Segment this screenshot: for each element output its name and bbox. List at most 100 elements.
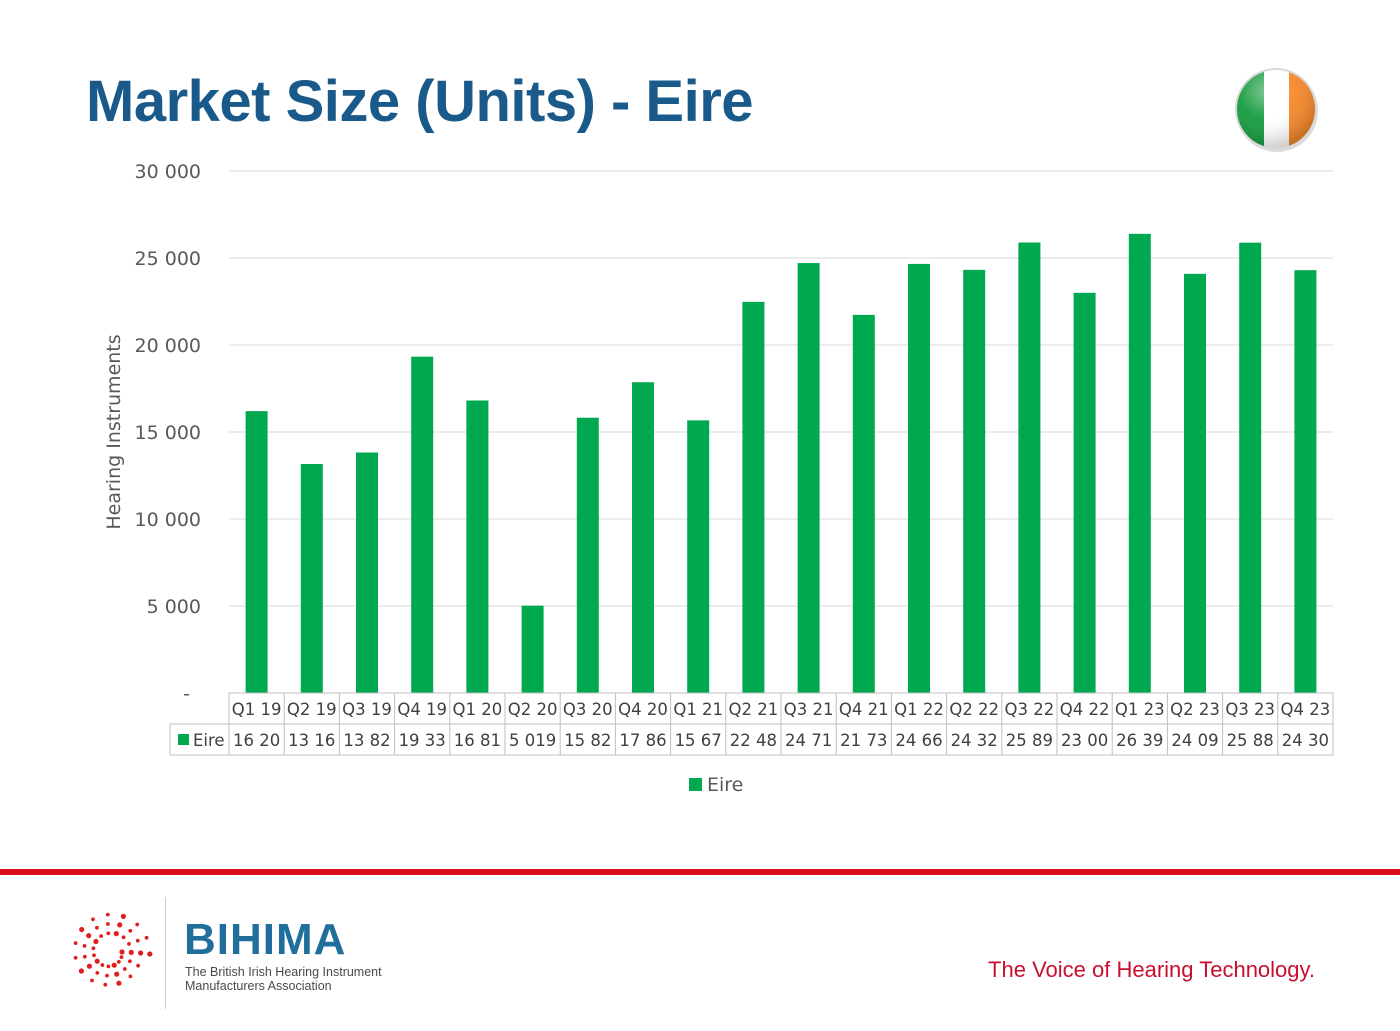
table-cell: 24 32	[951, 731, 998, 750]
tagline: The Voice of Hearing Technology.	[988, 957, 1315, 982]
bar	[632, 382, 654, 693]
x-tick-label: Q1 22	[894, 700, 944, 719]
legend-swatch-eire	[689, 778, 702, 791]
brand-name: BIHIMA	[184, 915, 347, 964]
x-tick-label: Q1 23	[1115, 700, 1165, 719]
y-tick-label: -	[183, 683, 190, 705]
bar	[852, 314, 875, 693]
logo-dot	[116, 960, 121, 964]
logo-dot	[111, 962, 117, 968]
logo-dot	[135, 922, 140, 927]
bar	[576, 417, 599, 693]
bar	[1294, 270, 1317, 693]
y-tick-label: 5 000	[147, 596, 201, 618]
x-tick-label: Q2 21	[729, 700, 779, 719]
table-legend-swatch	[178, 734, 189, 745]
x-tick-label: Q2 23	[1170, 700, 1220, 719]
table-cell: 15 82	[564, 731, 611, 750]
logo-dot	[106, 922, 110, 926]
bar	[1239, 242, 1262, 694]
bars	[245, 233, 1317, 694]
logo-dot	[114, 971, 120, 977]
table-cell: 16 81	[454, 731, 501, 750]
logo-dot	[105, 973, 109, 978]
table-cell: 15 67	[675, 731, 722, 750]
table-cell: 16 20	[233, 731, 280, 750]
logo-dot	[105, 912, 110, 917]
x-tick-label: Q2 19	[287, 700, 337, 719]
bar	[908, 263, 930, 693]
logo-dot	[117, 922, 123, 928]
slide-title: Market Size (Units) - Eire	[86, 69, 754, 134]
bar	[797, 263, 820, 693]
footer-divider	[0, 869, 1400, 875]
bar-chart: - 5 000 10 000 15 000 20 000 25 000 30 000 Hea…	[103, 161, 1334, 796]
logo-dot	[78, 968, 84, 974]
bar	[742, 301, 765, 693]
table-cell: 13 82	[343, 731, 390, 750]
brand-subtitle-line-2: Manufacturers Association	[185, 979, 332, 993]
bar	[687, 420, 710, 693]
y-axis-ticks: - 5 000 10 000 15 000 20 000 25 000 30 000	[135, 161, 201, 705]
logo-dot	[91, 946, 96, 951]
logo-dot	[95, 971, 100, 975]
ireland-flag-icon	[1235, 68, 1318, 152]
x-tick-label: Q3 21	[784, 700, 834, 719]
logo-dot	[90, 978, 94, 983]
x-tick-label: Q4 20	[618, 700, 668, 719]
x-tick-label: Q1 21	[673, 700, 723, 719]
logo-dot	[122, 967, 127, 971]
logo-dot	[91, 917, 95, 922]
legend: Eire	[689, 774, 743, 796]
x-tick-label: Q1 19	[232, 700, 282, 719]
x-tick-label: Q3 19	[342, 700, 392, 719]
table-cell: 24 71	[785, 731, 832, 750]
logo-dot	[95, 925, 99, 930]
legend-label-eire: Eire	[707, 774, 743, 796]
bar	[245, 411, 268, 693]
bar	[1018, 242, 1041, 693]
table-cell: 17 86	[619, 731, 666, 750]
logo-dot	[147, 951, 153, 957]
logo-dot	[106, 964, 111, 969]
logo-dot	[82, 944, 87, 948]
logo-dot	[73, 955, 78, 960]
bar	[1128, 233, 1151, 693]
table-cell: 13 16	[288, 731, 335, 750]
logo-dot	[121, 935, 126, 940]
table-cell: 25 88	[1227, 731, 1274, 750]
table-cell: 21 73	[840, 731, 887, 750]
table-cell: 22 48	[730, 731, 777, 750]
bar	[521, 605, 544, 693]
x-tick-label: Q3 22	[1005, 700, 1055, 719]
logo-dot	[79, 926, 85, 933]
data-table: Q1 19 16 20 Q2 19 13 16 Q3 19 13 82 Q4 19 19 33…	[169, 692, 1334, 756]
x-tick-label: Q4 19	[397, 700, 447, 719]
brand-subtitle: The British Irish Hearing Instrument Man…	[185, 965, 425, 993]
y-axis-label: Hearing Instruments	[103, 334, 125, 529]
x-tick-label: Q4 22	[1060, 700, 1110, 719]
logo-dot	[116, 980, 122, 986]
table-cell: 19 33	[399, 731, 446, 750]
logo-dot	[144, 935, 149, 940]
logo-dot	[93, 938, 99, 945]
x-tick-label: Q1 20	[453, 700, 503, 719]
x-tick-label: Q3 23	[1225, 700, 1275, 719]
table-cell: 24 09	[1171, 731, 1218, 750]
bar	[1184, 273, 1206, 693]
bar	[1073, 292, 1096, 693]
table-cell: 26 39	[1116, 731, 1163, 750]
y-tick-label: 20 000	[135, 335, 201, 357]
gridlines	[229, 170, 1333, 607]
table-cell: 25 89	[1006, 731, 1053, 750]
bihima-logo-icon	[73, 912, 153, 987]
table-series-label: Eire	[193, 731, 225, 750]
bar	[466, 400, 489, 693]
y-tick-label: 10 000	[135, 509, 201, 531]
table-cell: 5 019	[509, 731, 556, 750]
bar	[963, 269, 986, 693]
logo-dot	[128, 928, 133, 933]
logo-dot	[135, 938, 140, 943]
logo-dot	[92, 953, 96, 958]
logo-dot	[127, 942, 131, 946]
